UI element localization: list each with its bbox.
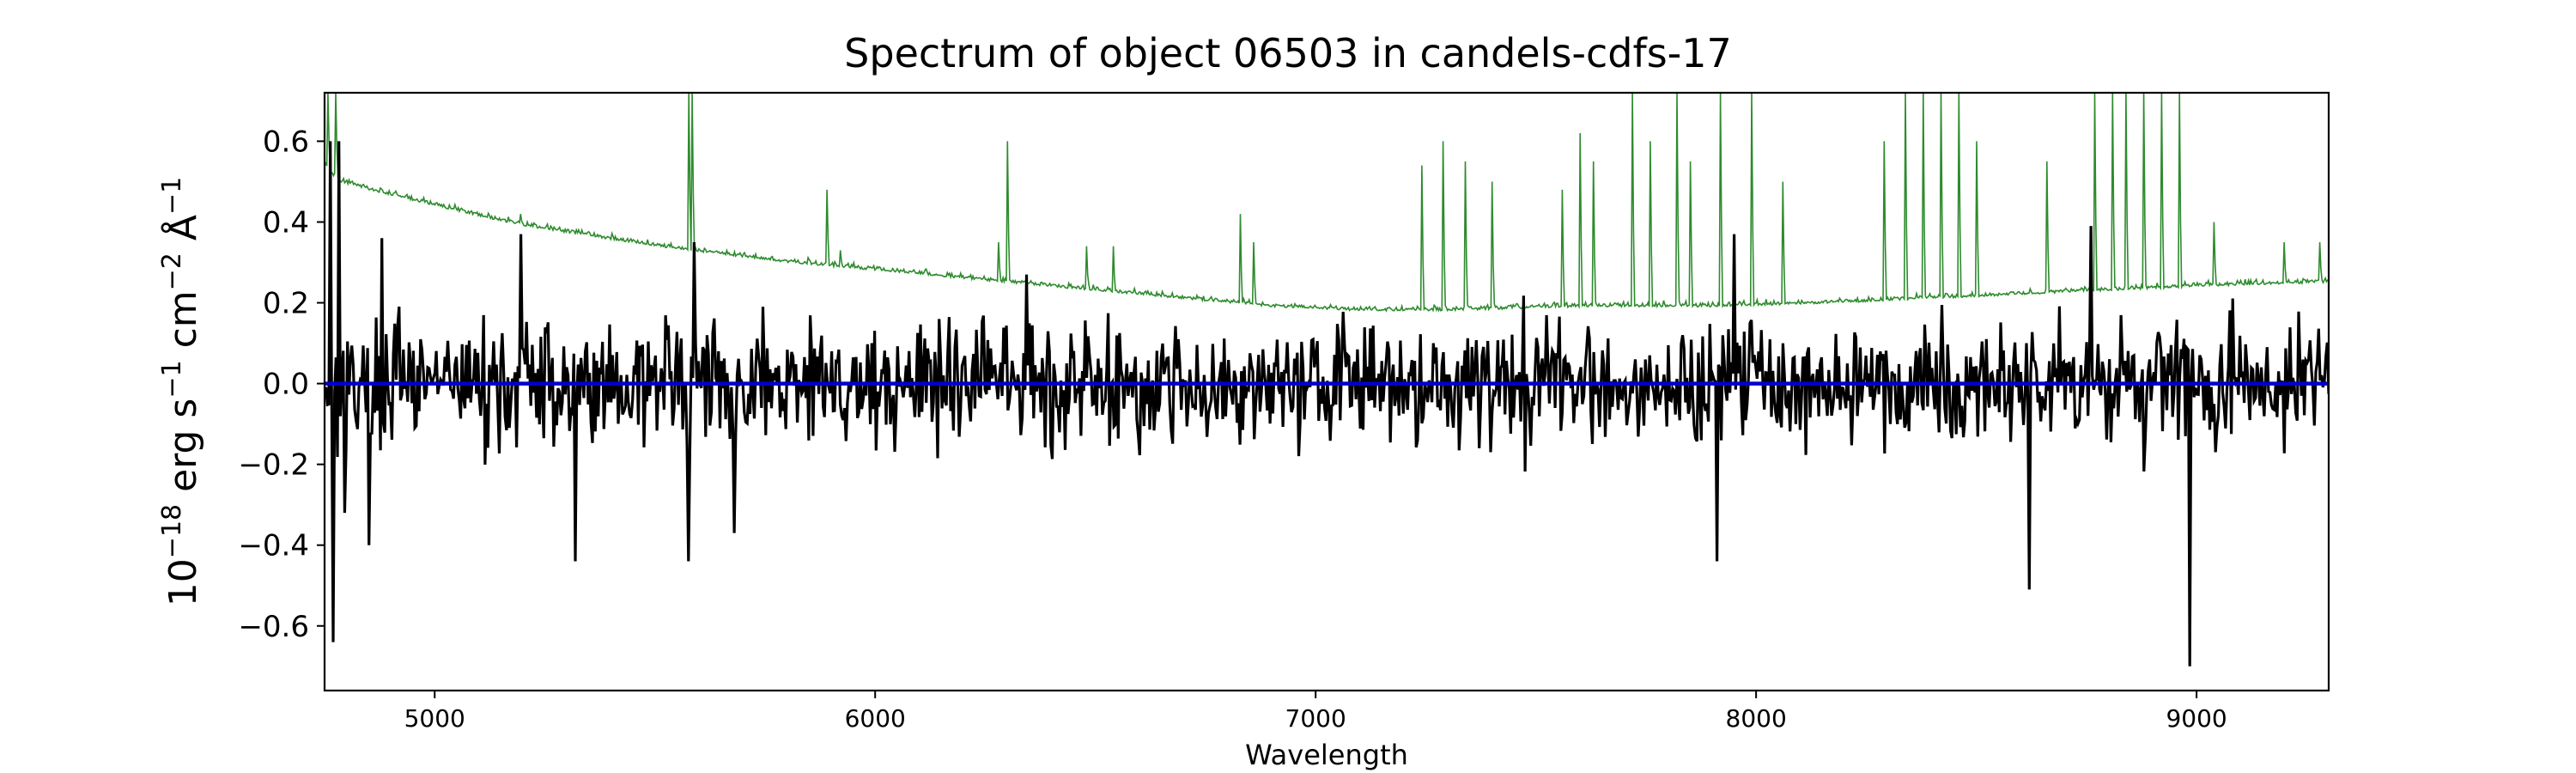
x-axis-label: Wavelength [1245,739,1408,771]
plot-frame [323,91,2330,692]
x-tick-label: 8000 [1726,704,1787,733]
y-tick-label: 0.4 [263,205,309,240]
error-line [325,93,2329,313]
x-tick-label: 7000 [1285,704,1346,733]
y-tick-label: −0.4 [238,529,309,563]
y-tick-label: 0.6 [263,125,309,159]
plot-area [323,91,2330,692]
x-axis: 5000 6000 7000 8000 9000 [404,691,2227,733]
flux-series [325,141,2329,666]
x-tick-label: 5000 [404,704,465,733]
y-tick-label: 0.0 [263,368,309,402]
flux-line [325,141,2329,666]
y-tick-label: −0.2 [238,448,309,483]
y-axis-label: 10−18 erg s−1 cm−2 Å−1 [157,177,205,606]
y-axis: −0.6 −0.4 −0.2 0.0 0.2 0.4 0.6 [238,125,325,644]
x-tick-label: 9000 [2166,704,2227,733]
chart-title: Spectrum of object 06503 in candels-cdfs… [844,30,1732,76]
y-tick-label: 0.2 [263,287,309,321]
error-spectrum-series [325,93,2329,313]
y-tick-label: −0.6 [238,610,309,644]
x-tick-label: 6000 [845,704,906,733]
